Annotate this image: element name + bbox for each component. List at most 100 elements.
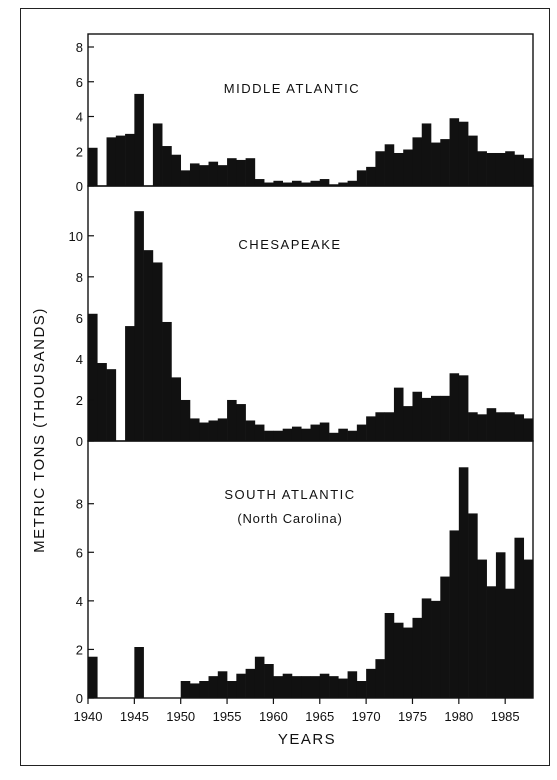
bar — [319, 422, 330, 441]
bar — [403, 406, 413, 441]
y-tick-label: 8 — [76, 40, 83, 55]
bar — [291, 426, 302, 441]
bar — [356, 424, 367, 441]
bar — [329, 676, 339, 698]
bar — [143, 250, 154, 441]
bar — [319, 179, 330, 186]
x-axis-label: YEARS — [278, 731, 336, 748]
bar — [208, 420, 219, 441]
bar — [245, 668, 256, 698]
bar — [208, 676, 219, 698]
bar — [393, 152, 404, 186]
bar — [338, 428, 348, 441]
bar — [180, 681, 191, 698]
bar — [486, 586, 497, 698]
bar — [421, 123, 432, 186]
bar — [495, 412, 506, 441]
bar — [366, 166, 376, 186]
bar — [236, 673, 246, 698]
x-tick-label: 1985 — [491, 709, 520, 724]
bar — [486, 408, 497, 441]
x-tick-label: 1980 — [444, 709, 473, 724]
bar — [236, 404, 246, 441]
bar — [329, 184, 339, 186]
bar — [449, 373, 460, 441]
bar — [523, 418, 534, 441]
bar — [264, 182, 274, 186]
bar — [208, 161, 219, 186]
bar — [384, 412, 395, 441]
bar — [366, 668, 376, 698]
y-tick-label: 0 — [76, 434, 83, 449]
bar — [88, 147, 98, 186]
bar — [403, 149, 413, 186]
bar — [134, 93, 144, 186]
bar — [403, 627, 413, 698]
bar — [189, 163, 200, 186]
y-tick-label: 8 — [76, 270, 83, 285]
bar — [440, 139, 450, 186]
y-tick-label: 0 — [76, 179, 83, 194]
bar — [347, 180, 358, 186]
y-tick-label: 10 — [69, 229, 83, 244]
bar — [134, 647, 144, 698]
bar — [171, 154, 182, 186]
bar — [162, 321, 172, 441]
bar — [412, 617, 423, 698]
bar — [88, 656, 98, 698]
bar — [449, 530, 460, 698]
bar — [282, 182, 293, 186]
bar — [282, 428, 293, 441]
y-tick-label: 6 — [76, 545, 83, 560]
bar — [523, 158, 534, 186]
bar — [254, 656, 265, 698]
bar — [514, 537, 525, 698]
bar — [301, 676, 311, 698]
bar — [356, 170, 367, 186]
bar — [273, 676, 283, 698]
bar — [347, 430, 358, 441]
bar — [505, 412, 515, 441]
x-tick-label: 1975 — [398, 709, 427, 724]
x-tick-label: 1950 — [166, 709, 195, 724]
bar — [310, 424, 321, 441]
bar — [393, 387, 404, 441]
bar — [189, 418, 200, 441]
panel-title: SOUTH ATLANTIC — [224, 487, 355, 502]
bar — [180, 399, 191, 441]
bar — [301, 428, 311, 441]
bar — [245, 158, 256, 186]
bar — [310, 180, 321, 186]
bar — [115, 135, 126, 186]
x-tick-label: 1940 — [74, 709, 103, 724]
y-tick-label: 8 — [76, 497, 83, 512]
bar — [477, 151, 487, 186]
bar — [477, 559, 487, 698]
bar — [356, 681, 367, 698]
bar — [375, 412, 385, 441]
y-tick-label: 0 — [76, 691, 83, 706]
bar — [152, 262, 163, 441]
bar — [468, 513, 478, 698]
bar — [217, 671, 228, 698]
bar — [310, 676, 321, 698]
y-tick-label: 2 — [76, 144, 83, 159]
x-tick-label: 1970 — [352, 709, 381, 724]
bar — [458, 375, 469, 441]
bar — [514, 154, 525, 186]
bar — [384, 144, 395, 186]
bar — [273, 180, 283, 186]
y-tick-label: 4 — [76, 352, 83, 367]
plots-group: 0 2 4 6 8 MIDDLE ATLANTIC 0 2 4 6 8 10 CHESAPEAKE 0 2 4… — [69, 33, 534, 724]
bar — [421, 598, 432, 698]
bar — [152, 123, 163, 186]
x-tick-label: 1965 — [305, 709, 334, 724]
bar — [384, 613, 395, 698]
y-axis-label: METRIC TONS (THOUSANDS) — [31, 307, 48, 553]
bar — [449, 118, 460, 186]
bar — [106, 369, 117, 441]
panel-title: CHESAPEAKE — [238, 237, 341, 252]
bar — [393, 622, 404, 698]
bar — [97, 363, 107, 441]
bar — [523, 559, 534, 698]
